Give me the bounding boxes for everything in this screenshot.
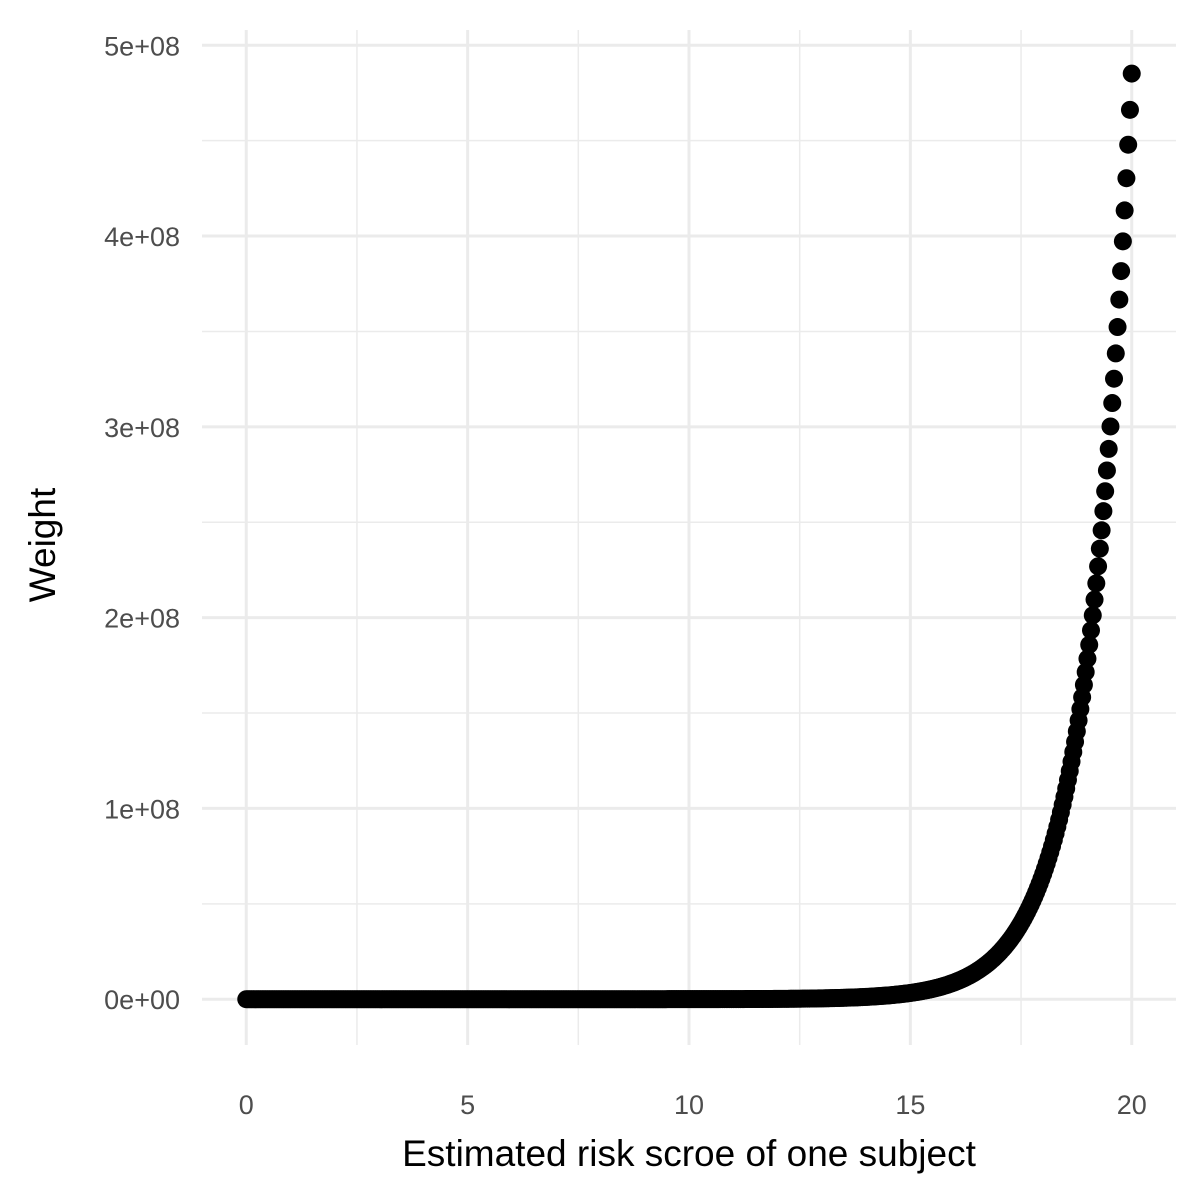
data-point bbox=[1092, 521, 1111, 540]
data-point bbox=[1110, 290, 1129, 309]
data-point bbox=[1113, 232, 1132, 251]
data-point bbox=[1082, 621, 1100, 640]
data-point bbox=[1106, 344, 1125, 363]
y-tick-label: 1e+08 bbox=[104, 794, 180, 824]
data-points bbox=[237, 64, 1141, 1009]
data-point bbox=[1105, 369, 1124, 388]
x-axis-ticks: 0 5 10 15 20 bbox=[239, 1090, 1147, 1120]
data-point bbox=[1099, 439, 1118, 458]
x-tick-label: 20 bbox=[1117, 1090, 1147, 1120]
data-point bbox=[1078, 649, 1097, 668]
data-point bbox=[1089, 557, 1108, 576]
x-tick-label: 15 bbox=[895, 1090, 925, 1120]
data-point bbox=[1115, 201, 1134, 220]
y-tick-label: 5e+08 bbox=[104, 31, 180, 61]
grid bbox=[202, 30, 1176, 1045]
data-point bbox=[1087, 574, 1106, 593]
data-point bbox=[1108, 318, 1127, 337]
data-point bbox=[1119, 135, 1138, 154]
data-point bbox=[1117, 169, 1136, 188]
y-tick-label: 3e+08 bbox=[104, 413, 180, 443]
data-point bbox=[1083, 606, 1102, 625]
y-axis-title: Weight bbox=[22, 487, 63, 602]
data-point bbox=[1094, 502, 1113, 521]
y-tick-label: 4e+08 bbox=[104, 222, 180, 252]
data-point bbox=[1097, 461, 1116, 480]
data-point bbox=[1090, 539, 1109, 558]
x-axis-title: Estimated risk scroe of one subject bbox=[402, 1133, 976, 1174]
data-point bbox=[1085, 590, 1104, 609]
data-point bbox=[1096, 482, 1115, 501]
x-tick-label: 0 bbox=[239, 1090, 254, 1120]
x-tick-label: 5 bbox=[460, 1090, 475, 1120]
data-point bbox=[1120, 100, 1139, 119]
y-tick-label: 2e+08 bbox=[104, 604, 180, 634]
data-point bbox=[1101, 417, 1120, 436]
y-tick-label: 0e+00 bbox=[104, 985, 180, 1015]
data-point bbox=[1122, 64, 1141, 83]
x-tick-label: 10 bbox=[674, 1090, 704, 1120]
data-point bbox=[1112, 262, 1131, 281]
y-axis-ticks: 0e+00 1e+08 2e+08 3e+08 4e+08 5e+08 bbox=[104, 31, 180, 1015]
data-point bbox=[1103, 394, 1122, 413]
data-point bbox=[1080, 635, 1099, 654]
data-point bbox=[1076, 663, 1095, 682]
